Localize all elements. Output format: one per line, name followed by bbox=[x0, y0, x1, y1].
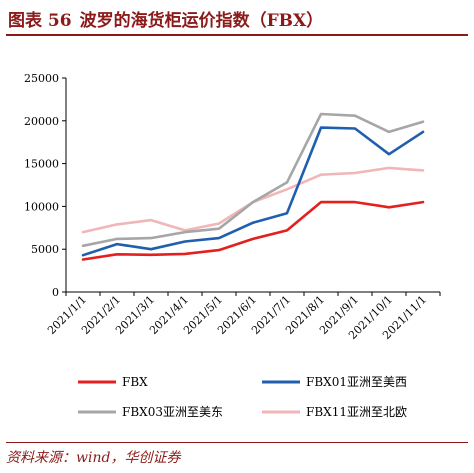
y-tick-label: 15000 bbox=[24, 158, 59, 171]
legend-label: FBX bbox=[122, 375, 148, 389]
series-line-2 bbox=[81, 112, 425, 248]
y-tick-label: 5000 bbox=[31, 243, 59, 256]
figure-title-text: 波罗的海货柜运价指数（FBX） bbox=[79, 11, 324, 31]
y-tick-label: 25000 bbox=[24, 72, 59, 85]
y-tick-label: 20000 bbox=[24, 115, 59, 128]
title-rule bbox=[6, 34, 468, 36]
figure-label: 图表 56 bbox=[8, 11, 72, 31]
source-note: 资料来源：wind，华创证券 bbox=[6, 450, 181, 466]
legend-label: FBX03亚洲至美东 bbox=[122, 405, 223, 419]
legend-label: FBX11亚洲至北欧 bbox=[306, 405, 407, 419]
y-tick-label: 10000 bbox=[24, 200, 59, 213]
source-rule bbox=[6, 442, 468, 443]
figure-title: 图表 56 波罗的海货柜运价指数（FBX） bbox=[8, 6, 323, 31]
line-chart: 05000100001500020000250002021/1/12021/2/… bbox=[24, 72, 441, 419]
series-line-0 bbox=[81, 200, 425, 261]
series-line-1 bbox=[81, 126, 425, 257]
y-tick-label: 0 bbox=[52, 286, 59, 299]
legend-label: FBX01亚洲至美西 bbox=[306, 375, 407, 389]
figure-header: 图表 56 波罗的海货柜运价指数（FBX） bbox=[6, 4, 468, 36]
